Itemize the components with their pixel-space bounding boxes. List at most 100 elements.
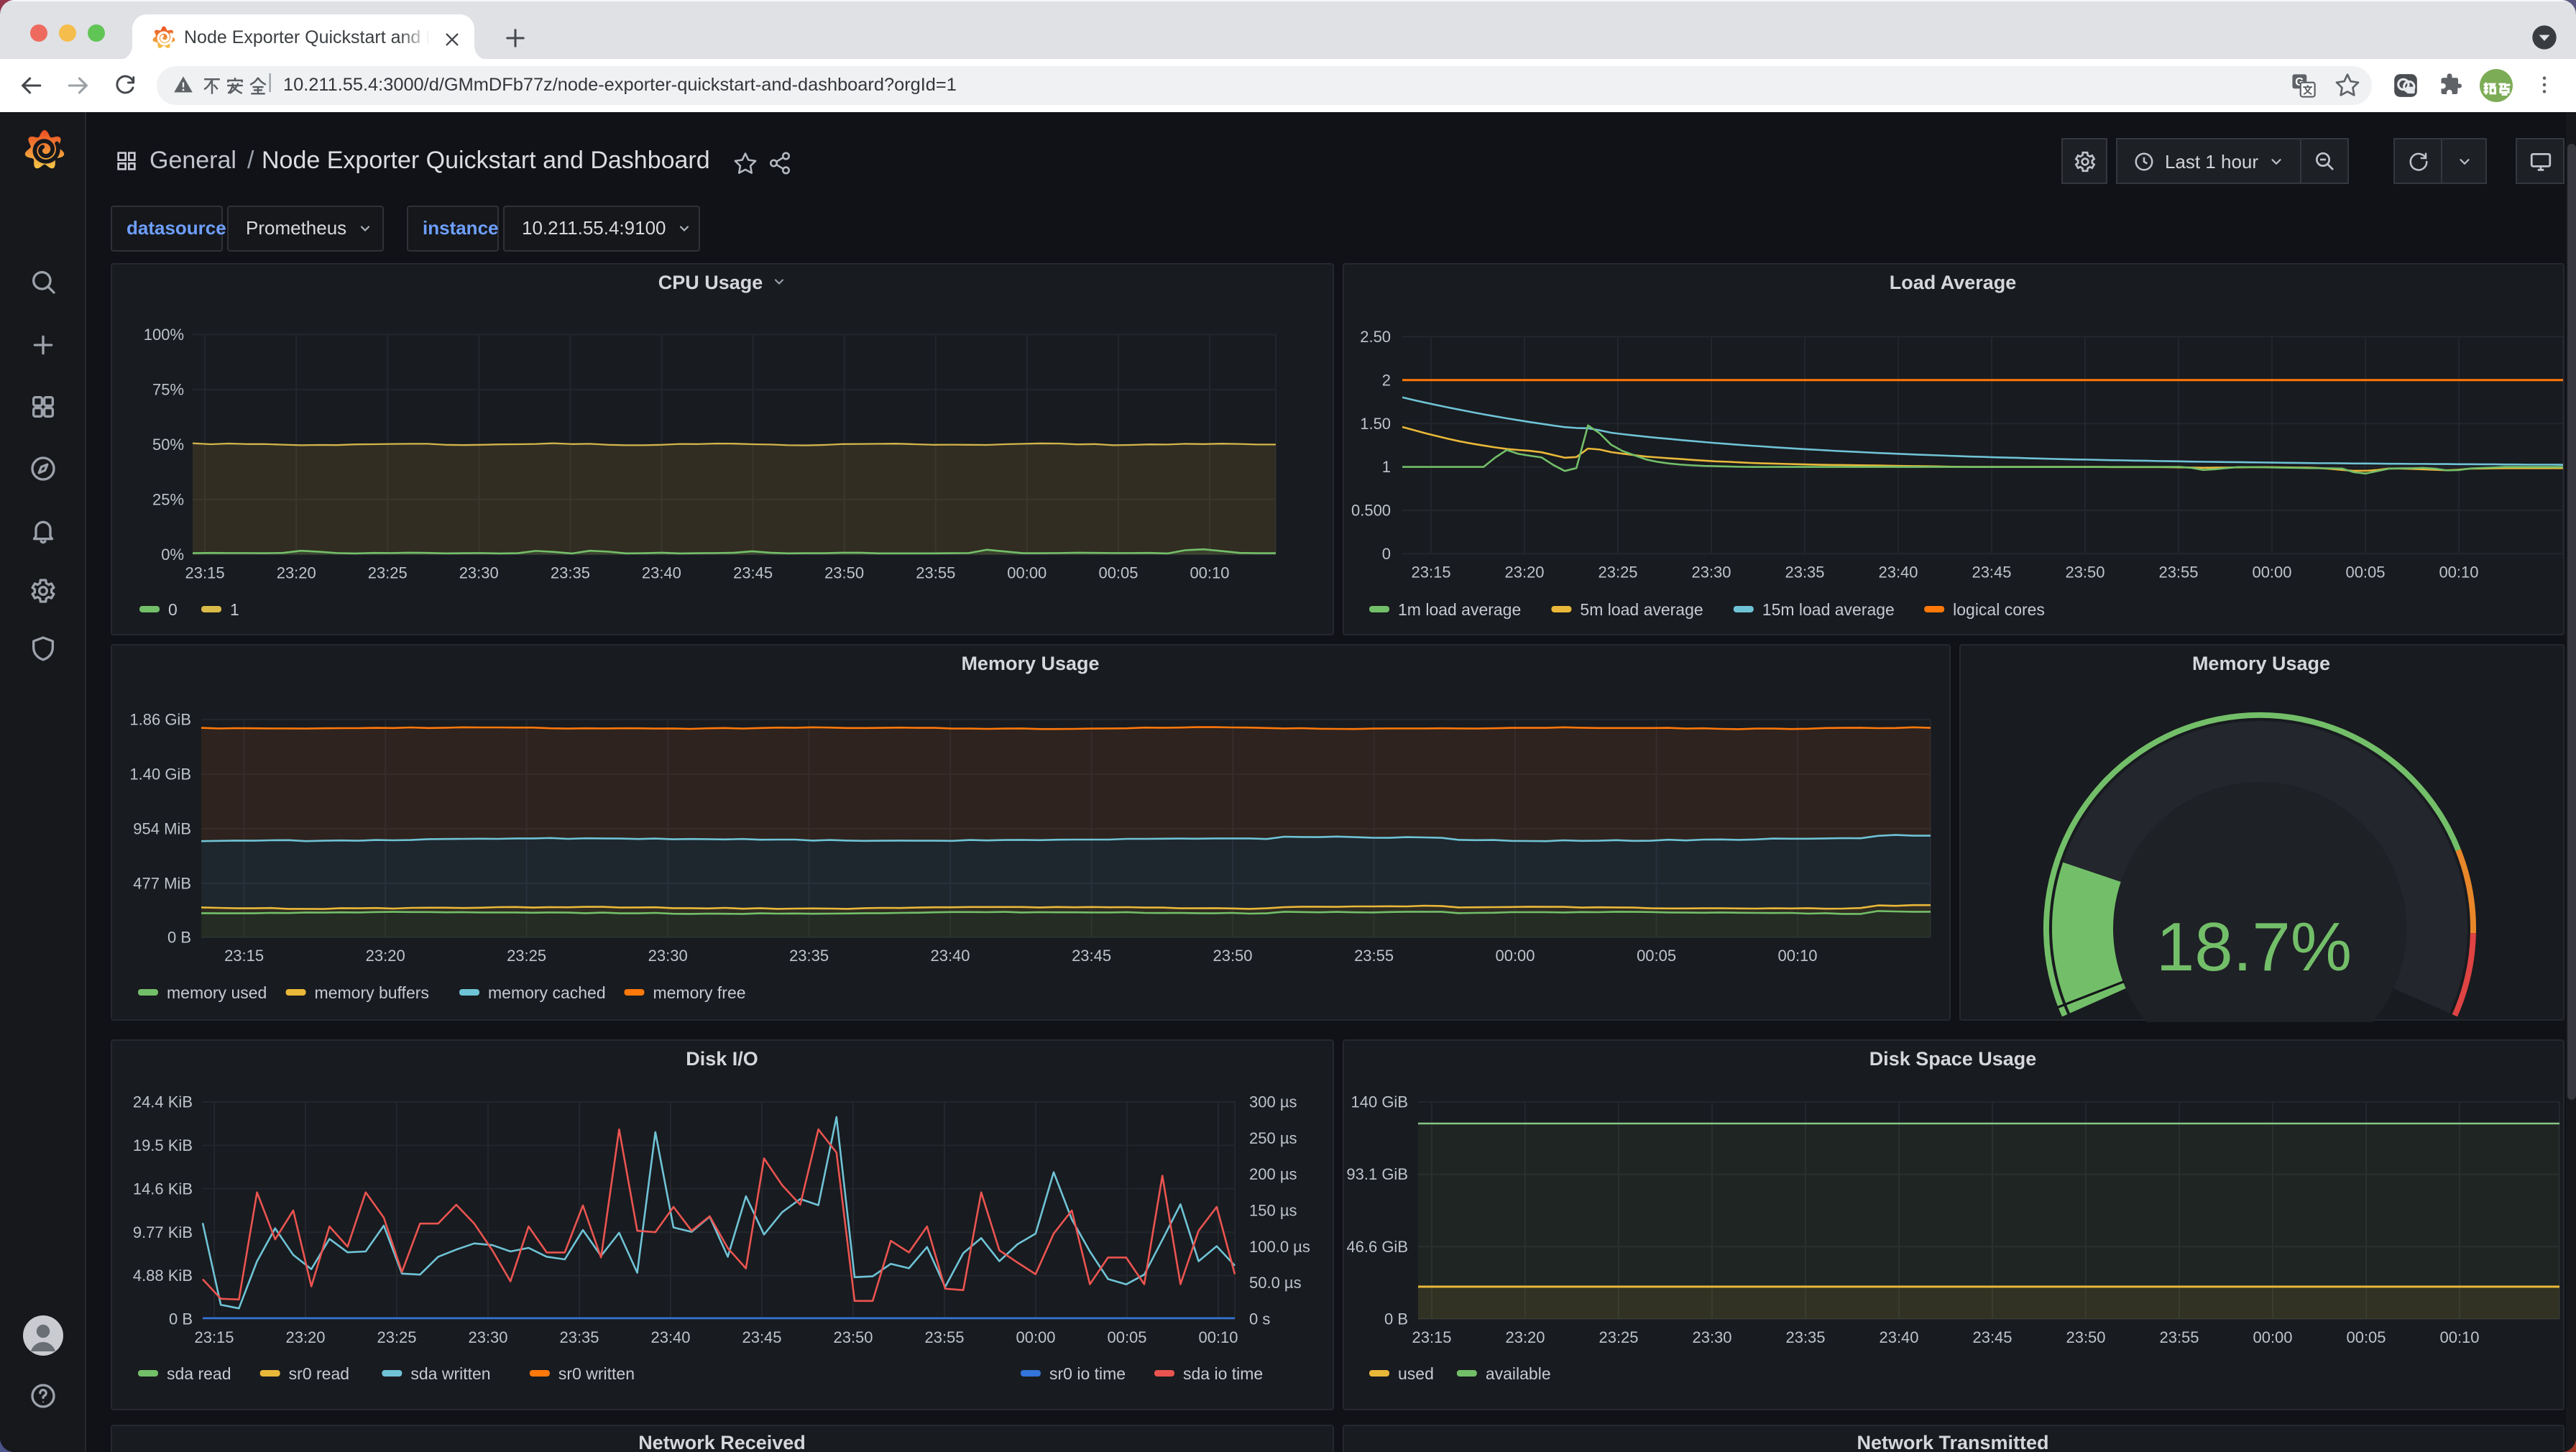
svg-text:00:05: 00:05 <box>2345 1328 2385 1346</box>
svg-text:23:25: 23:25 <box>368 564 408 582</box>
svg-text:23:15: 23:15 <box>224 947 264 965</box>
svg-text:00:00: 00:00 <box>1007 564 1046 582</box>
svg-text:0 B: 0 B <box>169 1310 193 1328</box>
svg-text:150 µs: 150 µs <box>1249 1202 1297 1220</box>
svg-text:sda io time: sda io time <box>1183 1364 1263 1383</box>
svg-text:23:20: 23:20 <box>285 1328 325 1346</box>
svg-text:00:00: 00:00 <box>1016 1328 1055 1346</box>
svg-text:23:40: 23:40 <box>930 947 970 965</box>
svg-text:00:10: 00:10 <box>1190 564 1229 582</box>
svg-text:1.50: 1.50 <box>1359 415 1390 433</box>
svg-text:23:20: 23:20 <box>277 564 316 582</box>
svg-text:0%: 0% <box>161 546 184 564</box>
svg-text:23:25: 23:25 <box>1598 564 1637 582</box>
svg-text:23:15: 23:15 <box>194 1328 234 1346</box>
svg-text:23:35: 23:35 <box>1785 1328 1824 1346</box>
svg-text:sr0 io time: sr0 io time <box>1049 1364 1126 1383</box>
svg-text:sda written: sda written <box>410 1364 490 1383</box>
svg-text:memory cached: memory cached <box>488 983 606 1002</box>
svg-text:140 GiB: 140 GiB <box>1351 1093 1408 1111</box>
svg-text:00:05: 00:05 <box>1637 947 1676 965</box>
svg-text:23:45: 23:45 <box>1072 947 1111 965</box>
svg-text:23:35: 23:35 <box>559 1328 599 1346</box>
svg-text:available: available <box>1485 1364 1550 1383</box>
svg-text:1: 1 <box>1381 459 1390 477</box>
svg-text:200 µs: 200 µs <box>1249 1165 1297 1183</box>
svg-text:23:15: 23:15 <box>1411 1328 1450 1346</box>
svg-text:0: 0 <box>1381 546 1390 564</box>
svg-text:23:25: 23:25 <box>1598 1328 1637 1346</box>
svg-text:memory free: memory free <box>653 983 745 1002</box>
svg-text:23:40: 23:40 <box>1877 564 1917 582</box>
svg-text:23:50: 23:50 <box>824 564 864 582</box>
svg-text:15m load average: 15m load average <box>1762 601 1894 620</box>
svg-text:23:50: 23:50 <box>2065 1328 2104 1346</box>
svg-text:23:50: 23:50 <box>2064 564 2104 582</box>
svg-text:23:15: 23:15 <box>1411 564 1450 582</box>
svg-text:00:10: 00:10 <box>1777 947 1817 965</box>
svg-text:23:45: 23:45 <box>1971 564 2010 582</box>
svg-text:23:45: 23:45 <box>742 1328 781 1346</box>
svg-text:00:00: 00:00 <box>2252 1328 2291 1346</box>
svg-text:00:05: 00:05 <box>1098 564 1138 582</box>
svg-text:23:50: 23:50 <box>1213 947 1252 965</box>
svg-text:23:30: 23:30 <box>468 1328 507 1346</box>
svg-text:23:30: 23:30 <box>459 564 499 582</box>
svg-text:4.88 KiB: 4.88 KiB <box>133 1267 193 1285</box>
svg-text:23:20: 23:20 <box>1504 1328 1544 1346</box>
svg-text:0 s: 0 s <box>1249 1310 1270 1328</box>
svg-text:00:00: 00:00 <box>2251 564 2291 582</box>
svg-text:1.40 GiB: 1.40 GiB <box>129 766 191 784</box>
svg-text:19.5 KiB: 19.5 KiB <box>133 1136 193 1154</box>
svg-text:1m load average: 1m load average <box>1397 601 1520 620</box>
svg-text:23:50: 23:50 <box>833 1328 873 1346</box>
svg-text:0.500: 0.500 <box>1351 502 1390 520</box>
svg-text:23:15: 23:15 <box>185 564 225 582</box>
svg-text:sr0 written: sr0 written <box>558 1364 635 1383</box>
svg-text:23:45: 23:45 <box>733 564 773 582</box>
svg-text:23:25: 23:25 <box>507 947 546 965</box>
svg-text:50.0 µs: 50.0 µs <box>1249 1274 1302 1292</box>
svg-text:300 µs: 300 µs <box>1249 1093 1297 1111</box>
svg-text:23:55: 23:55 <box>924 1328 964 1346</box>
svg-text:used: used <box>1397 1364 1433 1383</box>
svg-text:0 B: 0 B <box>167 929 191 947</box>
svg-text:23:20: 23:20 <box>366 947 405 965</box>
svg-text:memory used: memory used <box>167 983 267 1002</box>
svg-text:46.6 GiB: 46.6 GiB <box>1346 1238 1407 1256</box>
svg-text:75%: 75% <box>152 381 184 399</box>
svg-text:23:55: 23:55 <box>916 564 955 582</box>
svg-text:memory buffers: memory buffers <box>315 983 429 1002</box>
svg-text:23:35: 23:35 <box>551 564 590 582</box>
svg-text:00:05: 00:05 <box>1107 1328 1146 1346</box>
svg-text:00:10: 00:10 <box>1198 1328 1238 1346</box>
svg-text:23:30: 23:30 <box>648 947 688 965</box>
svg-text:23:30: 23:30 <box>1691 1328 1731 1346</box>
svg-text:sda read: sda read <box>167 1364 231 1383</box>
svg-text:00:00: 00:00 <box>1495 947 1535 965</box>
svg-text:250 µs: 250 µs <box>1249 1129 1297 1147</box>
svg-text:9.77 KiB: 9.77 KiB <box>133 1223 193 1241</box>
svg-text:23:40: 23:40 <box>1878 1328 1918 1346</box>
svg-text:23:55: 23:55 <box>2158 1328 2198 1346</box>
svg-text:23:25: 23:25 <box>377 1328 416 1346</box>
svg-text:23:35: 23:35 <box>1785 564 1824 582</box>
svg-text:100%: 100% <box>144 326 184 344</box>
svg-text:23:20: 23:20 <box>1504 564 1544 582</box>
svg-text:477 MiB: 477 MiB <box>133 875 191 893</box>
svg-text:954 MiB: 954 MiB <box>133 820 191 838</box>
svg-text:00:10: 00:10 <box>2439 1328 2478 1346</box>
svg-text:18.7%: 18.7% <box>2156 909 2351 985</box>
svg-text:23:55: 23:55 <box>2158 564 2197 582</box>
svg-text:93.1 GiB: 93.1 GiB <box>1346 1165 1407 1183</box>
svg-text:2: 2 <box>1381 372 1390 390</box>
svg-text:23:55: 23:55 <box>1354 947 1394 965</box>
svg-text:1.86 GiB: 1.86 GiB <box>129 711 191 729</box>
svg-text:1: 1 <box>230 601 239 620</box>
svg-text:23:40: 23:40 <box>650 1328 690 1346</box>
svg-text:14.6 KiB: 14.6 KiB <box>133 1180 193 1198</box>
svg-text:23:40: 23:40 <box>642 564 681 582</box>
svg-text:100.0 µs: 100.0 µs <box>1249 1238 1310 1256</box>
svg-text:23:35: 23:35 <box>789 947 829 965</box>
svg-text:50%: 50% <box>152 436 184 454</box>
